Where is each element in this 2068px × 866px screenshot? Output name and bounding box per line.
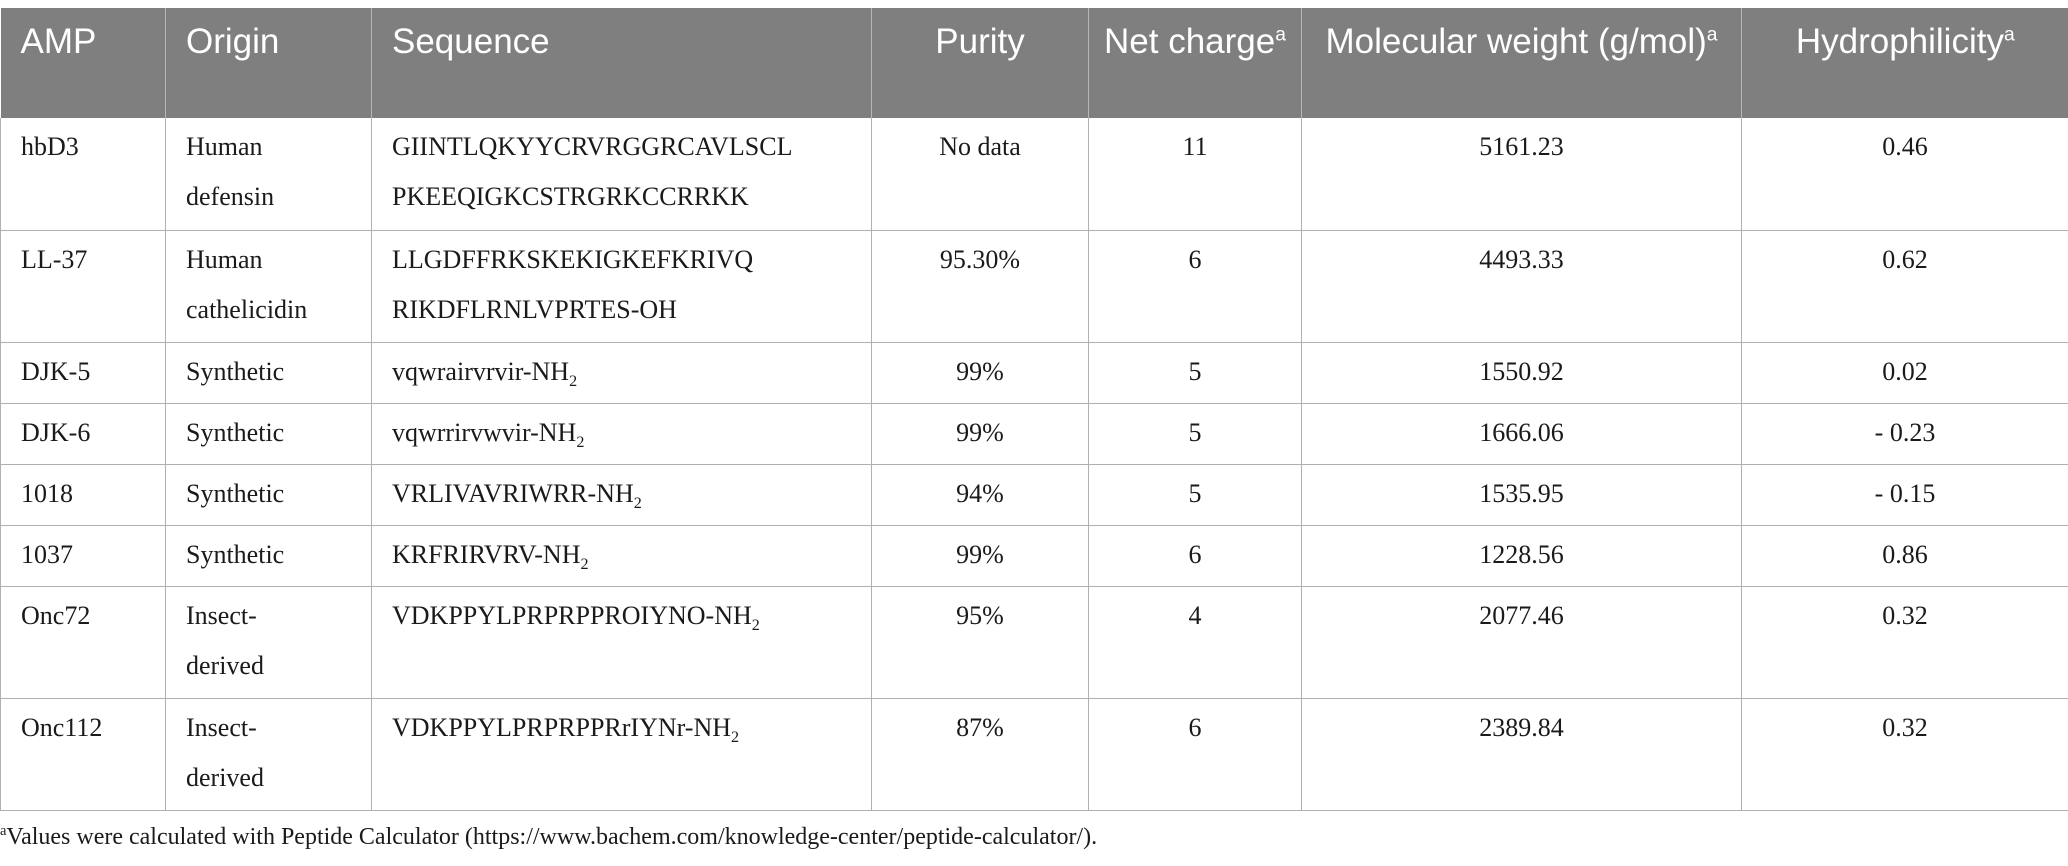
cell-amp: DJK-5 [0, 342, 166, 404]
cell-molecular-weight: 4493.33 [1301, 230, 1742, 343]
cell-molecular-weight: 1666.06 [1301, 403, 1742, 465]
cell-amp: 1037 [0, 525, 166, 587]
cell-net-charge: 6 [1088, 525, 1302, 587]
subscript: 2 [731, 728, 740, 746]
cell-sequence: vqwrrirvwvir-NH2 [371, 403, 872, 465]
header-mw-mark: a [1706, 24, 1718, 46]
cell-hydrophilicity: 0.46 [1741, 118, 2068, 231]
cell-purity: No data [871, 118, 1089, 231]
cell-origin: Synthetic [165, 403, 372, 465]
cell-sequence: VDKPPYLPRPRPPROIYNO-NH2 [371, 586, 872, 699]
cell-hydrophilicity: 0.32 [1741, 698, 2068, 811]
cell-origin: Human cathelicidin [165, 230, 372, 343]
header-hydrophilicity: Hydrophilicitya [1741, 8, 2068, 118]
header-amp: AMP [0, 8, 166, 118]
cell-amp: LL-37 [0, 230, 166, 343]
cell-hydrophilicity: 0.32 [1741, 586, 2068, 699]
cell-sequence: LLGDFFRKSKEKIGKEFKRIVQ RIKDFLRNLVPRTES-OH [371, 230, 872, 343]
footnote-text: Values were calculated with Peptide Calc… [6, 824, 1098, 850]
cell-hydrophilicity: - 0.15 [1741, 464, 2068, 526]
cell-origin: Human defensin [165, 118, 372, 231]
cell-amp: hbD3 [0, 118, 166, 231]
subscript: 2 [576, 433, 585, 451]
cell-molecular-weight: 1228.56 [1301, 525, 1742, 587]
header-hydrophilicity-mark: a [2003, 24, 2015, 46]
cell-net-charge: 5 [1088, 403, 1302, 465]
table-row: DJK-5 Synthetic vqwrairvrvir-NH2 99% 5 1… [0, 342, 2068, 404]
cell-net-charge: 5 [1088, 342, 1302, 404]
cell-origin: Insect-derived [165, 586, 372, 699]
cell-purity: 99% [871, 525, 1089, 587]
cell-origin: Synthetic [165, 525, 372, 587]
table-container: AMP Origin Sequence Purity Net chargea M… [0, 8, 2068, 811]
amp-table: AMP Origin Sequence Purity Net chargea M… [0, 8, 2068, 811]
table-row: DJK-6 Synthetic vqwrrirvwvir-NH2 99% 5 1… [0, 403, 2068, 465]
cell-origin: Synthetic [165, 342, 372, 404]
cell-sequence: VRLIVAVRIWRR-NH2 [371, 464, 872, 526]
cell-molecular-weight: 1550.92 [1301, 342, 1742, 404]
cell-amp: Onc112 [0, 698, 166, 811]
cell-molecular-weight: 1535.95 [1301, 464, 1742, 526]
cell-origin: Insect-derived [165, 698, 372, 811]
subscript: 2 [751, 616, 760, 634]
cell-origin: Synthetic [165, 464, 372, 526]
cell-net-charge: 6 [1088, 230, 1302, 343]
header-net-charge: Net chargea [1088, 8, 1302, 118]
cell-purity: 94% [871, 464, 1089, 526]
subscript: 2 [569, 372, 578, 390]
cell-molecular-weight: 2389.84 [1301, 698, 1742, 811]
table-row: LL-37 Human cathelicidin LLGDFFRKSKEKIGKE… [0, 230, 2068, 343]
cell-purity: 99% [871, 403, 1089, 465]
header-origin: Origin [165, 8, 372, 118]
cell-molecular-weight: 5161.23 [1301, 118, 1742, 231]
cell-hydrophilicity: 0.02 [1741, 342, 2068, 404]
cell-sequence: VDKPPYLPRPRPPRrIYNr-NH2 [371, 698, 872, 811]
cell-net-charge: 4 [1088, 586, 1302, 699]
subscript: 2 [580, 555, 589, 573]
cell-purity: 99% [871, 342, 1089, 404]
table-row: Onc72 Insect-derived VDKPPYLPRPRPPROIYNO… [0, 586, 2068, 699]
header-net-charge-mark: a [1275, 24, 1286, 46]
cell-molecular-weight: 2077.46 [1301, 586, 1742, 699]
header-molecular-weight: Molecular weight (g/mol)a [1301, 8, 1742, 118]
table-footnote: aValues were calculated with Peptide Cal… [0, 822, 1097, 852]
cell-hydrophilicity: 0.86 [1741, 525, 2068, 587]
table-header-row: AMP Origin Sequence Purity Net chargea M… [0, 8, 2068, 118]
cell-net-charge: 5 [1088, 464, 1302, 526]
footnote-mark: a [0, 823, 7, 839]
cell-purity: 87% [871, 698, 1089, 811]
cell-purity: 95.30% [871, 230, 1089, 343]
cell-amp: 1018 [0, 464, 166, 526]
subscript: 2 [633, 494, 642, 512]
header-purity: Purity [871, 8, 1089, 118]
cell-net-charge: 11 [1088, 118, 1302, 231]
table-row: Onc112 Insect-derived VDKPPYLPRPRPPRrIYN… [0, 698, 2068, 811]
table-row: hbD3 Human defensin GIINTLQKYYCRVRGGRCAVL… [0, 118, 2068, 231]
cell-hydrophilicity: - 0.23 [1741, 403, 2068, 465]
header-sequence: Sequence [371, 8, 872, 118]
cell-amp: Onc72 [0, 586, 166, 699]
cell-hydrophilicity: 0.62 [1741, 230, 2068, 343]
cell-sequence: GIINTLQKYYCRVRGGRCAVLSCL PKEEQIGKCSTRGRKC… [371, 118, 872, 231]
table-row: 1037 Synthetic KRFRIRVRV-NH2 99% 6 1228.… [0, 525, 2068, 587]
cell-net-charge: 6 [1088, 698, 1302, 811]
cell-purity: 95% [871, 586, 1089, 699]
cell-sequence: vqwrairvrvir-NH2 [371, 342, 872, 404]
cell-amp: DJK-6 [0, 403, 166, 465]
cell-sequence: KRFRIRVRV-NH2 [371, 525, 872, 587]
table-row: 1018 Synthetic VRLIVAVRIWRR-NH2 94% 5 15… [0, 464, 2068, 526]
